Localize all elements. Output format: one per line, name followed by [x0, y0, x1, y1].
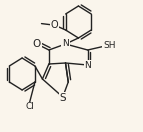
Text: O: O [51, 20, 59, 30]
Text: Cl: Cl [25, 102, 34, 111]
Text: N: N [62, 39, 69, 48]
Text: S: S [59, 93, 66, 103]
Text: O: O [33, 39, 41, 49]
Text: SH: SH [103, 41, 115, 51]
Text: N: N [84, 60, 91, 70]
